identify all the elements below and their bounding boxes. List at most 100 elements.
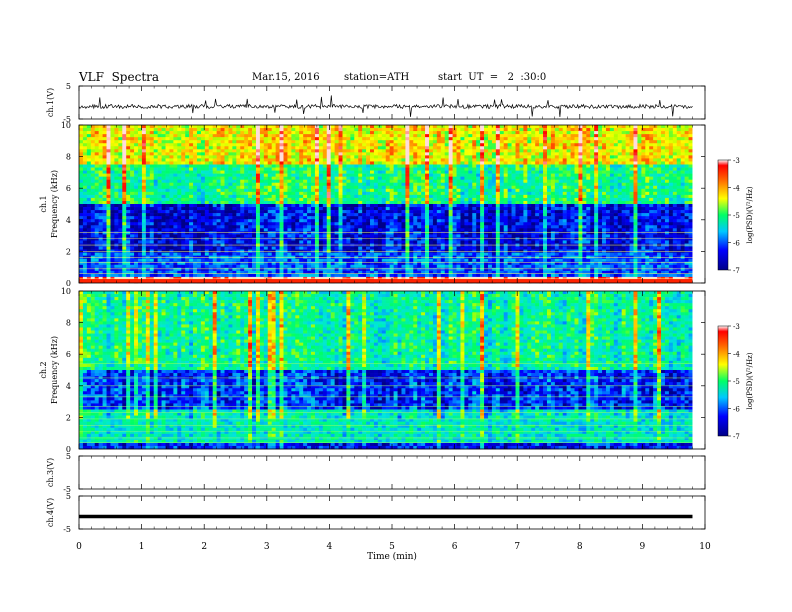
spectrogram-cell	[228, 131, 233, 135]
spectrogram-cell	[311, 216, 316, 220]
spectrogram-cell	[393, 197, 398, 202]
spectrogram-cell	[114, 176, 119, 180]
spectrogram-cell	[94, 194, 99, 199]
spectrogram-cell	[169, 158, 174, 162]
spectrogram-cell	[609, 143, 615, 147]
spectrogram-cell	[688, 188, 693, 193]
spectrogram-cell	[613, 149, 619, 153]
spectrogram-cell	[558, 182, 563, 187]
spectrogram-cell	[322, 188, 328, 193]
spectrogram-cell	[141, 158, 147, 162]
spectrogram-cell	[621, 194, 626, 199]
spectrogram-cell	[503, 170, 508, 174]
spectrogram-cell	[314, 143, 320, 147]
spectrogram-cell	[137, 200, 143, 205]
spectrogram-cell	[137, 137, 143, 141]
spectrogram-cell	[680, 200, 685, 205]
spectrogram-cell	[165, 200, 170, 205]
spectrogram-cell	[409, 191, 414, 196]
spectrogram-cell	[366, 207, 371, 211]
spectrogram-cell	[377, 158, 383, 162]
spectrogram-cell	[546, 191, 552, 196]
spectrogram-cell	[145, 170, 151, 174]
spectrogram-cell	[271, 213, 276, 217]
spectrogram-cell	[684, 204, 689, 208]
spectrogram-cell	[244, 182, 249, 187]
spectrogram-cell	[228, 167, 233, 171]
spectrogram-cell	[684, 197, 689, 202]
spectrogram-cell	[511, 155, 516, 159]
spectrogram-cell	[476, 204, 481, 208]
spectrogram-cell	[417, 185, 422, 190]
spectrogram-cell	[346, 128, 351, 132]
spectrogram-cell	[582, 179, 587, 184]
spectrogram-cell	[86, 191, 92, 196]
spectrogram-cell	[377, 188, 383, 193]
spectrogram-cell	[452, 219, 457, 223]
spectrogram-cell	[570, 219, 575, 223]
spectrogram-cell	[507, 176, 512, 180]
spectrogram-cell	[574, 210, 579, 214]
spectrogram-cell	[126, 146, 131, 150]
spectrogram-cell	[539, 152, 544, 156]
spectrogram-cell	[637, 200, 642, 205]
spectrogram-cell	[503, 173, 508, 177]
spectrogram-cell	[464, 204, 469, 208]
spectrogram-cell	[397, 167, 402, 171]
spectrogram-cell	[684, 207, 689, 211]
spectrogram-cell	[98, 191, 103, 196]
spectrogram-cell	[314, 200, 320, 205]
spectrogram-cell	[216, 216, 221, 220]
spectrogram-cell	[405, 143, 410, 147]
spectrogram-cell	[625, 210, 630, 214]
spectrogram-cell	[338, 182, 343, 187]
spectrogram-cell	[629, 149, 634, 153]
spectrogram-cell	[527, 188, 532, 193]
spectrogram-cell	[208, 207, 213, 211]
spectrogram-cell	[421, 152, 426, 156]
spectrogram-cell	[397, 191, 402, 196]
spectrogram-cell	[114, 191, 119, 196]
spectrogram-cell	[236, 149, 241, 153]
spectrogram-cell	[79, 170, 84, 174]
spectrogram-cell	[684, 158, 689, 162]
spectrogram-cell	[661, 161, 666, 165]
spectrogram-cell	[499, 137, 505, 141]
spectrogram-cell	[208, 188, 213, 193]
spectrogram-cell	[625, 179, 630, 184]
spectrogram-cell	[236, 173, 241, 177]
spectrogram-cell	[204, 219, 210, 223]
spectrogram-cell	[617, 179, 622, 184]
spectrogram-cell	[421, 140, 426, 144]
spectrogram-cell	[275, 140, 280, 144]
spectrogram-cell	[590, 185, 595, 190]
spectrogram-cell	[153, 134, 158, 138]
spectrogram-cell	[653, 176, 658, 180]
spectrogram-cell	[173, 128, 178, 132]
spectrogram-cell	[248, 216, 253, 220]
spectrogram-cell	[523, 185, 528, 190]
spectrogram-cell	[338, 197, 343, 202]
spectrogram-cell	[672, 167, 678, 171]
spectrogram-cell	[165, 191, 170, 196]
spectrogram-cell	[602, 200, 607, 205]
spectrogram-cell	[275, 216, 280, 220]
spectrogram-cell	[613, 207, 619, 211]
spectrogram-cell	[102, 197, 107, 202]
spectrogram-cell	[232, 125, 237, 129]
spectrogram-cell	[334, 152, 339, 156]
spectrogram-cell	[436, 216, 442, 220]
spectrogram-cell	[189, 152, 194, 156]
spectrogram-cell	[609, 170, 615, 174]
spectrogram-cell	[582, 164, 587, 168]
spectrogram-cell	[617, 137, 622, 141]
spectrogram-cell	[672, 207, 678, 211]
spectrogram-cell	[543, 158, 548, 162]
spectrogram-cell	[110, 219, 115, 223]
spectrogram-cell	[511, 143, 516, 147]
spectrogram-cell	[82, 125, 88, 129]
spectrogram-cell	[90, 128, 96, 132]
spectrogram-cell	[90, 158, 96, 162]
spectrogram-cell	[688, 164, 693, 168]
spectrogram-cell	[558, 191, 563, 196]
